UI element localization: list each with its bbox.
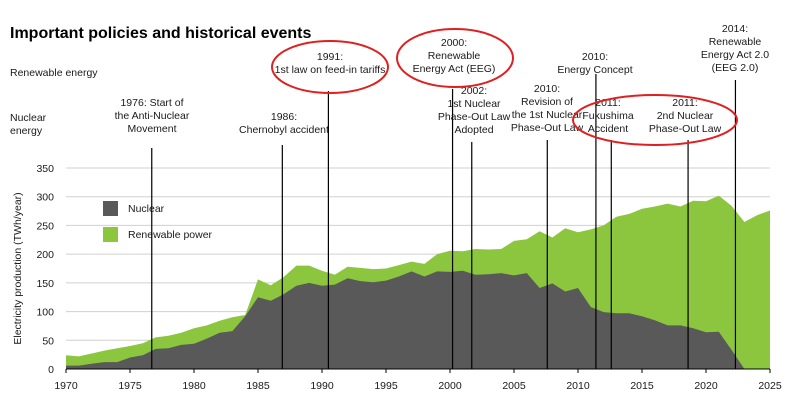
annotation-label: 1976: Start of the Anti-Nuclear Movement bbox=[115, 97, 190, 135]
annotation-line: Phase-Out Law bbox=[649, 123, 722, 135]
annotation-label: 2014: Renewable Energy Act 2.0 (EEG 2.0) bbox=[701, 23, 769, 74]
x-tick-label: 2015 bbox=[630, 380, 654, 392]
annotation-line: Chernobyl accident bbox=[239, 124, 329, 136]
annotation-line: Renewable bbox=[428, 50, 481, 62]
legend-swatch bbox=[103, 201, 118, 216]
annotation-line: 1976: Start of bbox=[120, 97, 183, 109]
x-tick-label: 2025 bbox=[758, 380, 782, 392]
y-axis-label: Electricity production (TWh/year) bbox=[12, 192, 24, 344]
x-tick-label: 1985 bbox=[246, 380, 270, 392]
annotation-a2010a: 2010: Revision of the 1st Nuclear Phase-Out… bbox=[511, 83, 584, 369]
y-tick-label: 50 bbox=[42, 335, 54, 347]
annotations: 1976: Start of the Anti-Nuclear Movement19… bbox=[115, 23, 769, 369]
row-label-nuclear-line: energy bbox=[10, 125, 43, 137]
annotation-line: Phase-Out Law bbox=[511, 122, 584, 134]
annotation-line: Renewable bbox=[709, 36, 762, 48]
annotation-a2011b: 2011: 2nd Nuclear Phase-Out Law bbox=[649, 97, 722, 369]
annotation-line: Adopted bbox=[454, 124, 493, 136]
annotation-line: 2nd Nuclear bbox=[657, 110, 714, 122]
highlight-ellipse bbox=[572, 94, 738, 146]
annotation-line: 1991: bbox=[317, 51, 343, 63]
y-tick-label: 200 bbox=[36, 249, 54, 261]
annotation-line: Energy Act 2.0 bbox=[701, 49, 769, 61]
x-tick-label: 2010 bbox=[566, 380, 590, 392]
highlight-ellipses bbox=[271, 28, 738, 146]
annotation-line: the Anti-Nuclear bbox=[115, 110, 190, 122]
series-area-nuclear bbox=[66, 270, 770, 369]
x-tick-label: 2020 bbox=[694, 380, 718, 392]
annotation-line: Energy Concept bbox=[557, 64, 632, 76]
annotation-label: 2002: 1st Nuclear Phase-Out Law Adopted bbox=[438, 85, 511, 136]
annotation-label: 2000: Renewable Energy Act (EEG) bbox=[413, 37, 496, 75]
annotation-line: 1986: bbox=[271, 111, 297, 123]
annotation-line: 2000: bbox=[441, 37, 467, 49]
annotation-line: 2010: bbox=[582, 51, 608, 63]
annotation-a1986: 1986: Chernobyl accident bbox=[239, 111, 329, 369]
y-tick-label: 300 bbox=[36, 192, 54, 204]
annotation-label: 2011: 2nd Nuclear Phase-Out Law bbox=[649, 97, 722, 135]
x-tick-label: 1995 bbox=[374, 380, 398, 392]
y-tick-label: 350 bbox=[36, 163, 54, 175]
x-tick-label: 1990 bbox=[310, 380, 334, 392]
x-tick-label: 2000 bbox=[438, 380, 462, 392]
legend-label: Nuclear bbox=[128, 203, 165, 215]
highlight-ellipse bbox=[271, 40, 389, 94]
annotation-line: Accident bbox=[588, 123, 628, 135]
x-tick-label: 1970 bbox=[54, 380, 78, 392]
y-tick-label: 150 bbox=[36, 278, 54, 290]
chart-title: Important policies and historical events bbox=[10, 25, 312, 42]
annotation-label: 1986: Chernobyl accident bbox=[239, 111, 329, 136]
annotation-line: 1st Nuclear bbox=[447, 98, 501, 110]
row-label-renewable: Renewable energy bbox=[10, 67, 98, 79]
x-tick-label: 1975 bbox=[118, 380, 142, 392]
annotation-line: 2014: bbox=[722, 23, 748, 35]
annotation-line: 2010: bbox=[534, 83, 560, 95]
y-tick-label: 250 bbox=[36, 220, 54, 232]
x-tick-label: 2005 bbox=[502, 380, 526, 392]
row-label-nuclear: Nuclear energy bbox=[10, 112, 47, 137]
annotation-line: 1st law on feed-in tariffs bbox=[275, 64, 386, 76]
x-tick-label: 1980 bbox=[182, 380, 206, 392]
annotation-line: Energy Act (EEG) bbox=[413, 63, 496, 75]
annotation-a2002: 2002: 1st Nuclear Phase-Out Law Adopted bbox=[438, 85, 511, 369]
annotation-a2010b: 2010: Energy Concept bbox=[557, 51, 633, 369]
annotation-line: (EEG 2.0) bbox=[712, 62, 759, 74]
plot-area: 0 50 100 150 200 250 300 350 1970 1975 1980 1985 199… bbox=[12, 163, 782, 392]
annotation-a2014: 2014: Renewable Energy Act 2.0 (EEG 2.0) bbox=[701, 23, 769, 369]
annotation-line: Phase-Out Law bbox=[438, 111, 511, 123]
annotation-line: 2002: bbox=[461, 85, 487, 97]
highlight-ellipse bbox=[396, 28, 514, 88]
annotation-a1976: 1976: Start of the Anti-Nuclear Movement bbox=[115, 97, 190, 369]
legend-label: Renewable power bbox=[128, 229, 213, 241]
annotation-line: Fukushima bbox=[582, 110, 634, 122]
row-label-nuclear-line: Nuclear bbox=[10, 112, 47, 124]
y-tick-label: 0 bbox=[48, 364, 54, 376]
annotation-a1991: 1991: 1st law on feed-in tariffs bbox=[275, 51, 386, 369]
annotation-label: 2010: Revision of the 1st Nuclear Phase-Out… bbox=[511, 83, 584, 134]
annotation-label: 1991: 1st law on feed-in tariffs bbox=[275, 51, 386, 76]
annotation-line: Revision of bbox=[521, 96, 573, 108]
annotation-line: 2011: bbox=[672, 97, 698, 109]
annotation-label: 2011: Fukushima Accident bbox=[582, 97, 634, 135]
y-tick-label: 100 bbox=[36, 307, 54, 319]
annotation-line: the 1st Nuclear bbox=[512, 109, 583, 121]
annotation-line: Movement bbox=[127, 123, 176, 135]
annotation-label: 2010: Energy Concept bbox=[557, 51, 632, 76]
legend: Nuclear Renewable power bbox=[103, 201, 213, 242]
annotation-a2000: 2000: Renewable Energy Act (EEG) bbox=[413, 37, 496, 369]
legend-swatch bbox=[103, 227, 118, 242]
